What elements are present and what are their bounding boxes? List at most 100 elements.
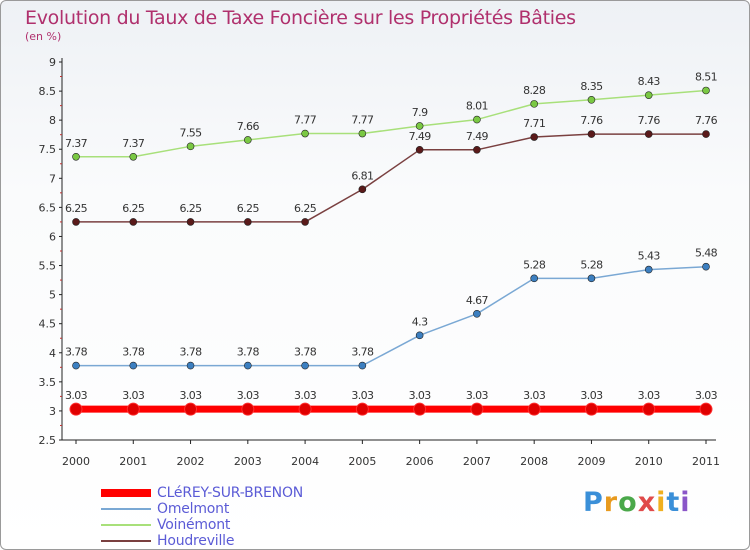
x-tick-label: 2001 [119, 455, 147, 468]
data-label: 5.28 [523, 258, 546, 271]
data-point [244, 218, 252, 226]
data-label: 5.48 [695, 247, 718, 260]
data-point [244, 136, 252, 144]
data-label: 6.25 [179, 202, 202, 215]
data-point [186, 218, 195, 226]
chart-title: Evolution du Taux de Taxe Foncière sur l… [25, 7, 576, 29]
data-point [72, 361, 80, 370]
data-label: 4.3 [412, 315, 428, 328]
legend-item: Voinémont [101, 517, 303, 533]
data-label: 7.49 [409, 130, 432, 143]
legend-label: Omelmont [157, 501, 230, 517]
data-label: 7.77 [351, 114, 374, 127]
logo-letter: i [656, 487, 667, 518]
x-tick-label: 2009 [577, 455, 605, 468]
data-point [129, 152, 138, 161]
data-label: 6.25 [65, 202, 88, 215]
y-tick-label: 2.5 [39, 434, 57, 447]
data-label: 3.03 [580, 389, 603, 402]
logo-letter: i [680, 487, 691, 518]
y-tick-label: 6 [49, 230, 56, 243]
data-point [186, 361, 195, 370]
data-label: 7.37 [65, 137, 88, 150]
legend-swatch [101, 540, 151, 542]
data-point [584, 402, 598, 416]
data-point [644, 91, 653, 99]
data-label: 7.76 [695, 114, 718, 127]
legend-label: Voinémont [157, 517, 231, 533]
y-tick-label: 5.5 [39, 260, 57, 273]
data-point [358, 361, 367, 370]
x-tick-label: 2000 [62, 455, 90, 468]
data-point [186, 142, 195, 151]
data-label: 3.03 [638, 389, 661, 402]
logo-letter: P [583, 487, 604, 518]
data-point [415, 122, 424, 130]
data-point [129, 218, 138, 226]
data-point [72, 152, 80, 161]
data-label: 8.51 [695, 70, 717, 83]
y-tick-label: 4.5 [39, 318, 57, 331]
data-point [473, 146, 481, 154]
data-point [530, 100, 538, 108]
legend-label: CLéREY-SUR-BRENON [157, 485, 304, 501]
data-label: 5.43 [638, 250, 661, 263]
data-point [644, 130, 653, 138]
data-point [298, 402, 312, 416]
data-point [473, 310, 481, 318]
data-label: 8.35 [580, 80, 603, 93]
data-point [241, 402, 255, 416]
legend-item: Omelmont [101, 501, 303, 517]
data-label: 7.77 [294, 114, 317, 127]
data-label: 3.03 [65, 389, 88, 402]
y-tick-label: 7.5 [39, 143, 57, 156]
data-point [642, 402, 656, 416]
data-label: 6.25 [122, 202, 145, 215]
logo-letter: t [666, 487, 681, 518]
data-label: 3.78 [122, 346, 145, 359]
data-label: 5.28 [580, 258, 603, 271]
x-tick-label: 2004 [291, 455, 319, 468]
data-point [530, 133, 538, 141]
data-label: 3.03 [351, 389, 374, 402]
data-point [587, 130, 596, 138]
y-tick-label: 7 [49, 172, 56, 185]
data-label: 3.78 [179, 346, 202, 359]
data-label: 4.67 [466, 294, 489, 307]
data-label: 3.03 [122, 389, 145, 402]
data-point [129, 361, 138, 370]
data-label: 3.03 [294, 389, 317, 402]
data-label: 8.43 [638, 75, 661, 88]
data-point [301, 361, 309, 370]
y-tick-label: 8 [49, 114, 56, 127]
data-point [413, 402, 427, 416]
data-label: 6.25 [294, 202, 317, 215]
logo-letter: r [603, 487, 619, 518]
legend-item: CLéREY-SUR-BRENON [101, 485, 303, 501]
data-label: 3.03 [237, 389, 260, 402]
legend-item: Houdreville [101, 533, 303, 549]
x-tick-label: 2010 [635, 455, 663, 468]
data-point [587, 96, 596, 104]
data-point [358, 185, 367, 194]
chart-subtitle: (en %) [25, 30, 62, 43]
data-label: 7.55 [179, 126, 202, 139]
data-label: 8.01 [466, 100, 488, 113]
y-tick-label: 5 [49, 289, 56, 302]
data-label: 7.71 [523, 117, 545, 130]
legend-swatch [101, 489, 151, 497]
x-tick-label: 2008 [520, 455, 548, 468]
data-point [530, 274, 538, 283]
data-label: 3.78 [351, 346, 374, 359]
series-line [76, 265, 707, 367]
logo-letter: x [637, 487, 657, 518]
data-point [415, 331, 424, 340]
data-point [72, 218, 80, 226]
data-point [244, 361, 252, 370]
data-label: 7.9 [412, 106, 428, 119]
proxiti-logo: Proxiti [583, 487, 691, 518]
data-point [702, 262, 710, 271]
y-tick-label: 4 [49, 347, 56, 360]
data-label: 3.03 [466, 389, 489, 402]
